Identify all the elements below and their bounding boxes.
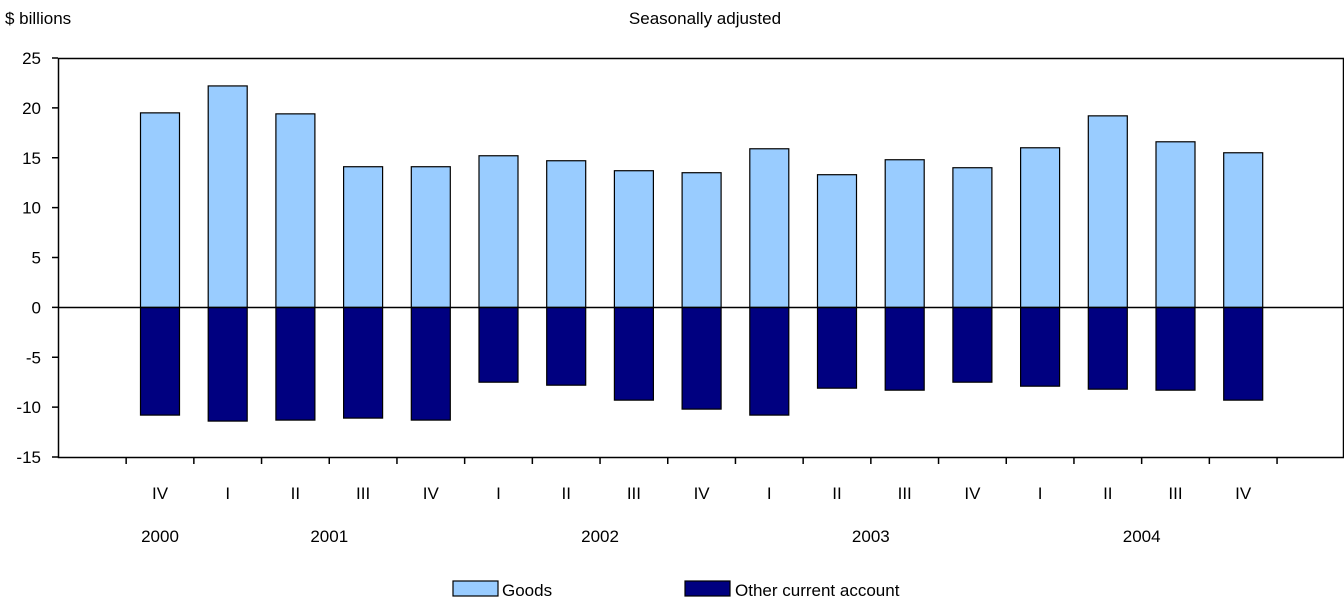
other-current-account-bar: [613, 306, 655, 401]
other-current-account-bar: [478, 306, 519, 383]
y-axis: 25 20 15 10 5 0 -5 -10 -15: [16, 49, 58, 467]
x-axis-quarter-labels: IV I II III IV I II III IV I II III IV I II III IV: [152, 484, 1252, 503]
y-tick-label: 0: [32, 298, 41, 317]
goods-bar: [410, 166, 451, 308]
y-tick-label: -10: [16, 398, 41, 417]
x-tick-label: II: [832, 484, 841, 503]
legend-label-other-current-account: Other current account: [735, 581, 900, 600]
goods-bar: [343, 166, 384, 308]
x-tick-label: II: [1103, 484, 1112, 503]
goods-bar: [613, 170, 655, 308]
x-tick-label: III: [627, 484, 641, 503]
other-current-account-bars: [139, 306, 1264, 422]
goods-bars: [139, 85, 1264, 308]
y-tick-label: -5: [26, 348, 41, 367]
goods-bar: [1155, 141, 1196, 308]
goods-bar: [207, 85, 248, 308]
x-tick-label: III: [356, 484, 370, 503]
goods-bar: [1019, 147, 1061, 308]
x-tick-label: I: [225, 484, 230, 503]
goods-bar: [681, 172, 722, 308]
goods-bar: [1087, 115, 1128, 308]
y-tick-label: 20: [22, 99, 41, 118]
other-current-account-bar: [546, 306, 587, 386]
y-tick-label: -15: [16, 448, 41, 467]
other-current-account-bar: [275, 306, 316, 421]
year-label: 2004: [1123, 527, 1161, 546]
other-current-account-bar: [749, 306, 790, 416]
x-tick-label: I: [1038, 484, 1043, 503]
other-current-account-bar: [884, 306, 925, 391]
year-label: 2003: [852, 527, 890, 546]
x-tick-label: II: [291, 484, 300, 503]
x-axis: [125, 457, 1278, 464]
goods-bar: [749, 148, 790, 308]
other-current-account-bar: [1223, 306, 1264, 401]
x-tick-label: II: [561, 484, 570, 503]
other-current-account-bar: [410, 306, 451, 421]
x-tick-label: IV: [423, 484, 440, 503]
legend-swatch-other-current-account: [684, 580, 731, 597]
other-current-account-bar: [1155, 306, 1196, 391]
legend-label-goods: Goods: [502, 581, 552, 600]
chart-subtitle: Seasonally adjusted: [629, 9, 781, 28]
goods-bar: [1223, 152, 1264, 308]
goods-bar: [546, 160, 587, 308]
goods-bar: [952, 167, 993, 308]
x-tick-label: III: [1168, 484, 1182, 503]
x-tick-label: IV: [1235, 484, 1252, 503]
goods-bar: [139, 112, 181, 308]
x-tick-label: I: [496, 484, 501, 503]
other-current-account-bar: [681, 306, 722, 410]
x-tick-label: I: [767, 484, 772, 503]
x-tick-label: III: [898, 484, 912, 503]
x-axis-year-labels: 2000 2001 2002 2003 2004: [141, 527, 1160, 546]
y-tick-label: 25: [22, 49, 41, 68]
x-tick-label: IV: [694, 484, 711, 503]
other-current-account-bar: [1019, 306, 1061, 387]
y-tick-label: 10: [22, 199, 41, 218]
other-current-account-bar: [343, 306, 384, 419]
y-tick-label: 15: [22, 149, 41, 168]
y-tick-label: 5: [32, 249, 41, 268]
year-label: 2002: [581, 527, 619, 546]
year-label: 2001: [310, 527, 348, 546]
other-current-account-bar: [207, 306, 248, 422]
legend: Goods Other current account: [452, 580, 900, 600]
x-tick-label: IV: [152, 484, 169, 503]
other-current-account-bar: [1087, 306, 1128, 390]
x-tick-label: IV: [964, 484, 981, 503]
y-axis-label: $ billions: [5, 9, 71, 28]
other-current-account-bar: [139, 306, 181, 416]
legend-swatch-goods: [452, 580, 499, 597]
year-label: 2000: [141, 527, 179, 546]
goods-bar: [816, 174, 858, 308]
other-current-account-bar: [952, 306, 993, 383]
goods-bar: [478, 155, 519, 308]
goods-bar: [884, 159, 925, 308]
goods-bar: [275, 113, 316, 308]
other-current-account-bar: [816, 306, 858, 389]
